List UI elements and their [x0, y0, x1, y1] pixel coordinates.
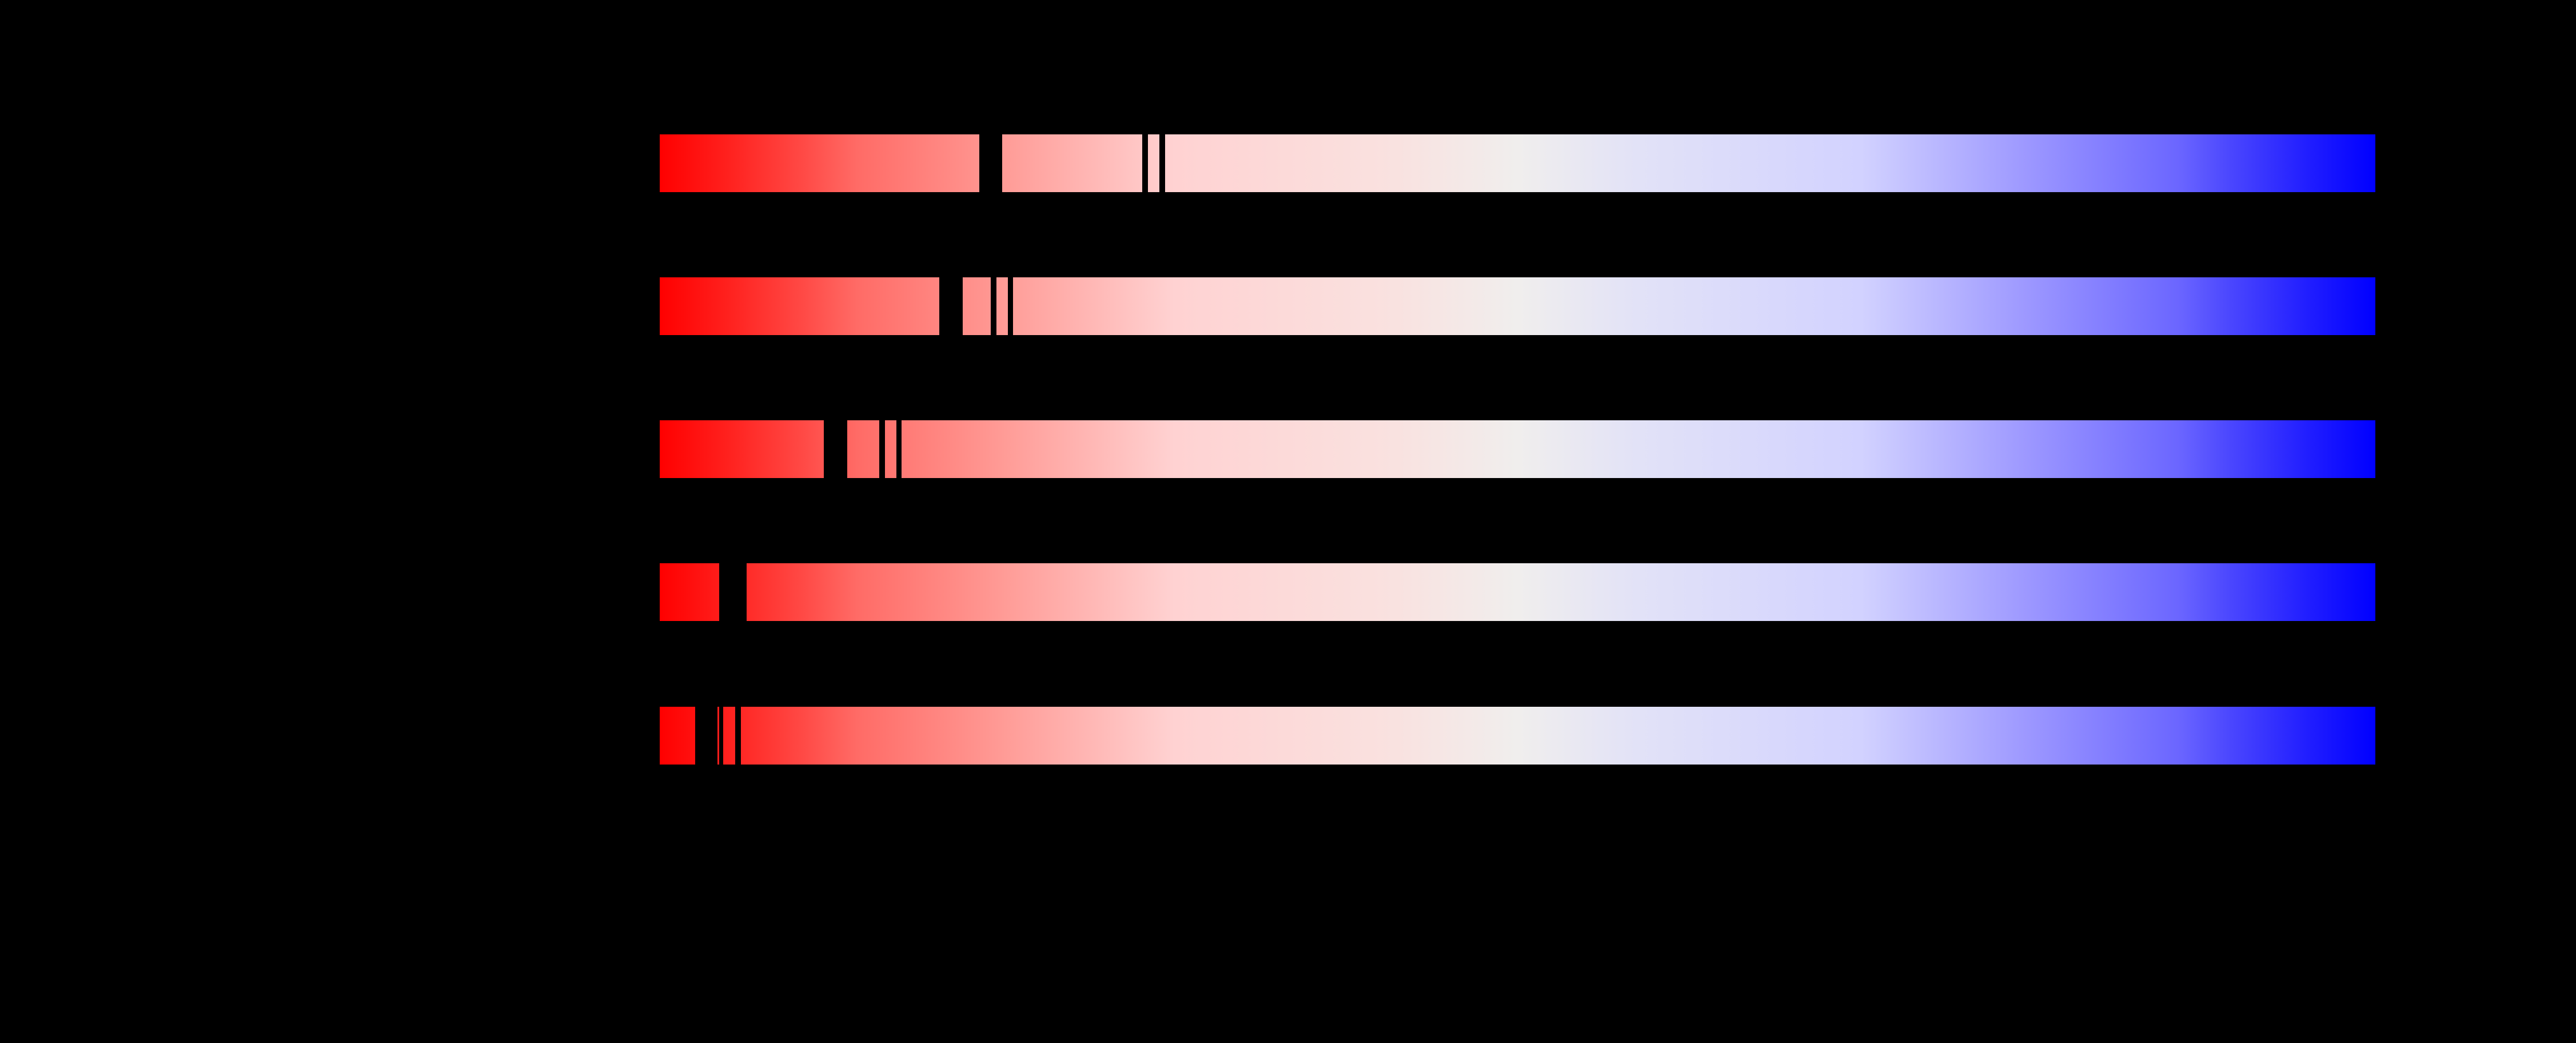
- interval-mark: [879, 420, 885, 478]
- gradient-bar-1: [660, 134, 2375, 192]
- gradient-bar-3: [660, 420, 2375, 478]
- interval-mark: [979, 134, 1002, 192]
- interval-mark: [991, 277, 996, 335]
- interval-mark: [1159, 134, 1165, 192]
- interval-mark: [1142, 134, 1148, 192]
- interval-mark: [939, 277, 963, 335]
- interval-mark: [695, 707, 717, 765]
- gradient-bar-5: [660, 707, 2375, 765]
- gradient-bar-2: [660, 277, 2375, 335]
- interval-mark: [896, 420, 902, 478]
- interval-mark: [719, 563, 747, 621]
- interval-mark: [824, 420, 847, 478]
- gradient-bar-4: [660, 563, 2375, 621]
- interval-mark: [1008, 277, 1013, 335]
- interval-mark: [735, 707, 741, 765]
- interval-mark: [719, 707, 723, 765]
